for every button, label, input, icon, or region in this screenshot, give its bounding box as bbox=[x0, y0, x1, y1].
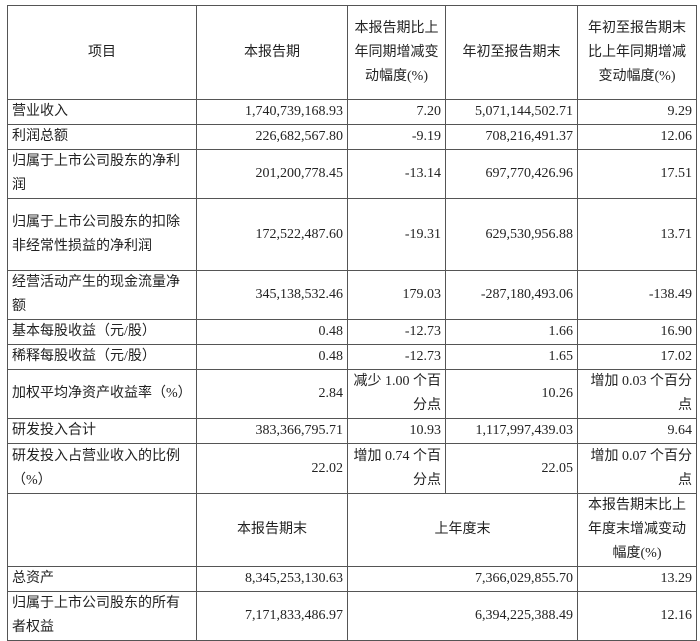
row-current-value: 0.48 bbox=[196, 319, 348, 345]
row-ytd-change-value: 12.06 bbox=[577, 124, 697, 150]
table-row: 研发投入合计 383,366,795.71 10.93 1,117,997,439.0… bbox=[7, 418, 697, 444]
row-item-label: 研发投入占营业收入的比例（%） bbox=[7, 443, 197, 494]
row-ytd-value: 10.26 bbox=[445, 369, 578, 419]
row-item-label: 利润总额 bbox=[7, 124, 197, 150]
row-ytd-change-value: 增加 0.07 个百分点 bbox=[577, 443, 697, 494]
table-row: 归属于上市公司股东的所有者权益 7,171,833,486.97 6,394,225… bbox=[7, 591, 697, 641]
row-ytd-value: 1,117,997,439.03 bbox=[445, 418, 578, 444]
row-change-value: 7.20 bbox=[347, 99, 446, 125]
row-ytd-change-value: 16.90 bbox=[577, 319, 697, 345]
row-ytd-value: 629,530,956.88 bbox=[445, 198, 578, 271]
header2-empty bbox=[7, 493, 197, 567]
table-row: 稀释每股收益（元/股） 0.48 -12.73 1.65 17.02 bbox=[7, 344, 697, 370]
row-ytd-value: 697,770,426.96 bbox=[445, 149, 578, 199]
table-row: 归属于上市公司股东的净利润 201,200,778.45 -13.14 697,770… bbox=[7, 149, 697, 199]
table-row: 基本每股收益（元/股） 0.48 -12.73 1.66 16.90 bbox=[7, 319, 697, 345]
row-prior-year-end-value: 6,394,225,388.49 bbox=[347, 591, 578, 641]
row-item-label: 总资产 bbox=[7, 566, 197, 592]
header2-period-end: 本报告期末 bbox=[196, 493, 348, 567]
row-ytd-value: 5,071,144,502.71 bbox=[445, 99, 578, 125]
table-row: 营业收入 1,740,739,168.93 7.20 5,071,144,502.71… bbox=[7, 99, 697, 125]
table-row: 经营活动产生的现金流量净额 345,138,532.46 179.03 -287,18… bbox=[7, 270, 697, 320]
row-change-value: 179.03 bbox=[347, 270, 446, 320]
table-header-row-2: 本报告期末 上年度末 本报告期末比上年度末增减变动幅度(%) bbox=[7, 493, 697, 567]
financial-data-table: 项目 本报告期 本报告期比上年同期增减变动幅度(%) 年初至报告期末 年初至报告… bbox=[7, 5, 697, 641]
table-row: 归属于上市公司股东的扣除非经常性损益的净利润 172,522,487.60 -19.… bbox=[7, 198, 697, 271]
row-current-value: 345,138,532.46 bbox=[196, 270, 348, 320]
row-ytd-change-value: 9.29 bbox=[577, 99, 697, 125]
row-item-label: 归属于上市公司股东的净利润 bbox=[7, 149, 197, 199]
table-row: 利润总额 226,682,567.80 -9.19 708,216,491.37 12.… bbox=[7, 124, 697, 150]
row-current-value: 172,522,487.60 bbox=[196, 198, 348, 271]
row-item-label: 营业收入 bbox=[7, 99, 197, 125]
table-header-row: 项目 本报告期 本报告期比上年同期增减变动幅度(%) 年初至报告期末 年初至报告… bbox=[7, 5, 697, 100]
table-row: 研发投入占营业收入的比例（%） 22.02 增加 0.74 个百分点 22.05 增加 … bbox=[7, 443, 697, 494]
row-period-end-value: 8,345,253,130.63 bbox=[196, 566, 348, 592]
row-ytd-value: 708,216,491.37 bbox=[445, 124, 578, 150]
header2-change: 本报告期末比上年度末增减变动幅度(%) bbox=[577, 493, 697, 567]
row-item-label: 加权平均净资产收益率（%） bbox=[7, 369, 197, 419]
row-ytd-value: 1.65 bbox=[445, 344, 578, 370]
row-change-value: -13.14 bbox=[347, 149, 446, 199]
row-current-value: 0.48 bbox=[196, 344, 348, 370]
row-change-value: -19.31 bbox=[347, 198, 446, 271]
table-row: 总资产 8,345,253,130.63 7,366,029,855.70 13.29 bbox=[7, 566, 697, 592]
row-change-value: 10.93 bbox=[347, 418, 446, 444]
header-ytd-change: 年初至报告期末比上年同期增减变动幅度(%) bbox=[577, 5, 697, 100]
header-item: 项目 bbox=[7, 5, 197, 100]
row-current-value: 22.02 bbox=[196, 443, 348, 494]
row-period-end-value: 7,171,833,486.97 bbox=[196, 591, 348, 641]
header2-prior-year-end: 上年度末 bbox=[347, 493, 578, 567]
row-ytd-change-value: 增加 0.03 个百分点 bbox=[577, 369, 697, 419]
row-current-value: 226,682,567.80 bbox=[196, 124, 348, 150]
row-ytd-change-value: 9.64 bbox=[577, 418, 697, 444]
row-current-value: 201,200,778.45 bbox=[196, 149, 348, 199]
row-change-value: -12.73 bbox=[347, 344, 446, 370]
row-ytd-change-value: 17.51 bbox=[577, 149, 697, 199]
row-item-label: 稀释每股收益（元/股） bbox=[7, 344, 197, 370]
row-change-value: 减少 1.00 个百分点 bbox=[347, 369, 446, 419]
row-item-label: 归属于上市公司股东的所有者权益 bbox=[7, 591, 197, 641]
row-prior-year-end-value: 7,366,029,855.70 bbox=[347, 566, 578, 592]
row-ytd-value: -287,180,493.06 bbox=[445, 270, 578, 320]
header-current-period: 本报告期 bbox=[196, 5, 348, 100]
row-item-label: 经营活动产生的现金流量净额 bbox=[7, 270, 197, 320]
row-item-label: 基本每股收益（元/股） bbox=[7, 319, 197, 345]
header-current-change: 本报告期比上年同期增减变动幅度(%) bbox=[347, 5, 446, 100]
table-row: 加权平均净资产收益率（%） 2.84 减少 1.00 个百分点 10.26 增加 0.0… bbox=[7, 369, 697, 419]
row-change-value: -9.19 bbox=[347, 124, 446, 150]
row-current-value: 2.84 bbox=[196, 369, 348, 419]
row-ytd-change-value: 13.71 bbox=[577, 198, 697, 271]
row-change-value: 增加 0.74 个百分点 bbox=[347, 443, 446, 494]
row-current-value: 1,740,739,168.93 bbox=[196, 99, 348, 125]
header-ytd: 年初至报告期末 bbox=[445, 5, 578, 100]
row-ytd-change-value: -138.49 bbox=[577, 270, 697, 320]
row-change-value: 12.16 bbox=[577, 591, 697, 641]
row-ytd-value: 22.05 bbox=[445, 443, 578, 494]
row-current-value: 383,366,795.71 bbox=[196, 418, 348, 444]
row-ytd-value: 1.66 bbox=[445, 319, 578, 345]
row-change-value: 13.29 bbox=[577, 566, 697, 592]
row-item-label: 研发投入合计 bbox=[7, 418, 197, 444]
row-ytd-change-value: 17.02 bbox=[577, 344, 697, 370]
row-item-label: 归属于上市公司股东的扣除非经常性损益的净利润 bbox=[7, 198, 197, 271]
row-change-value: -12.73 bbox=[347, 319, 446, 345]
